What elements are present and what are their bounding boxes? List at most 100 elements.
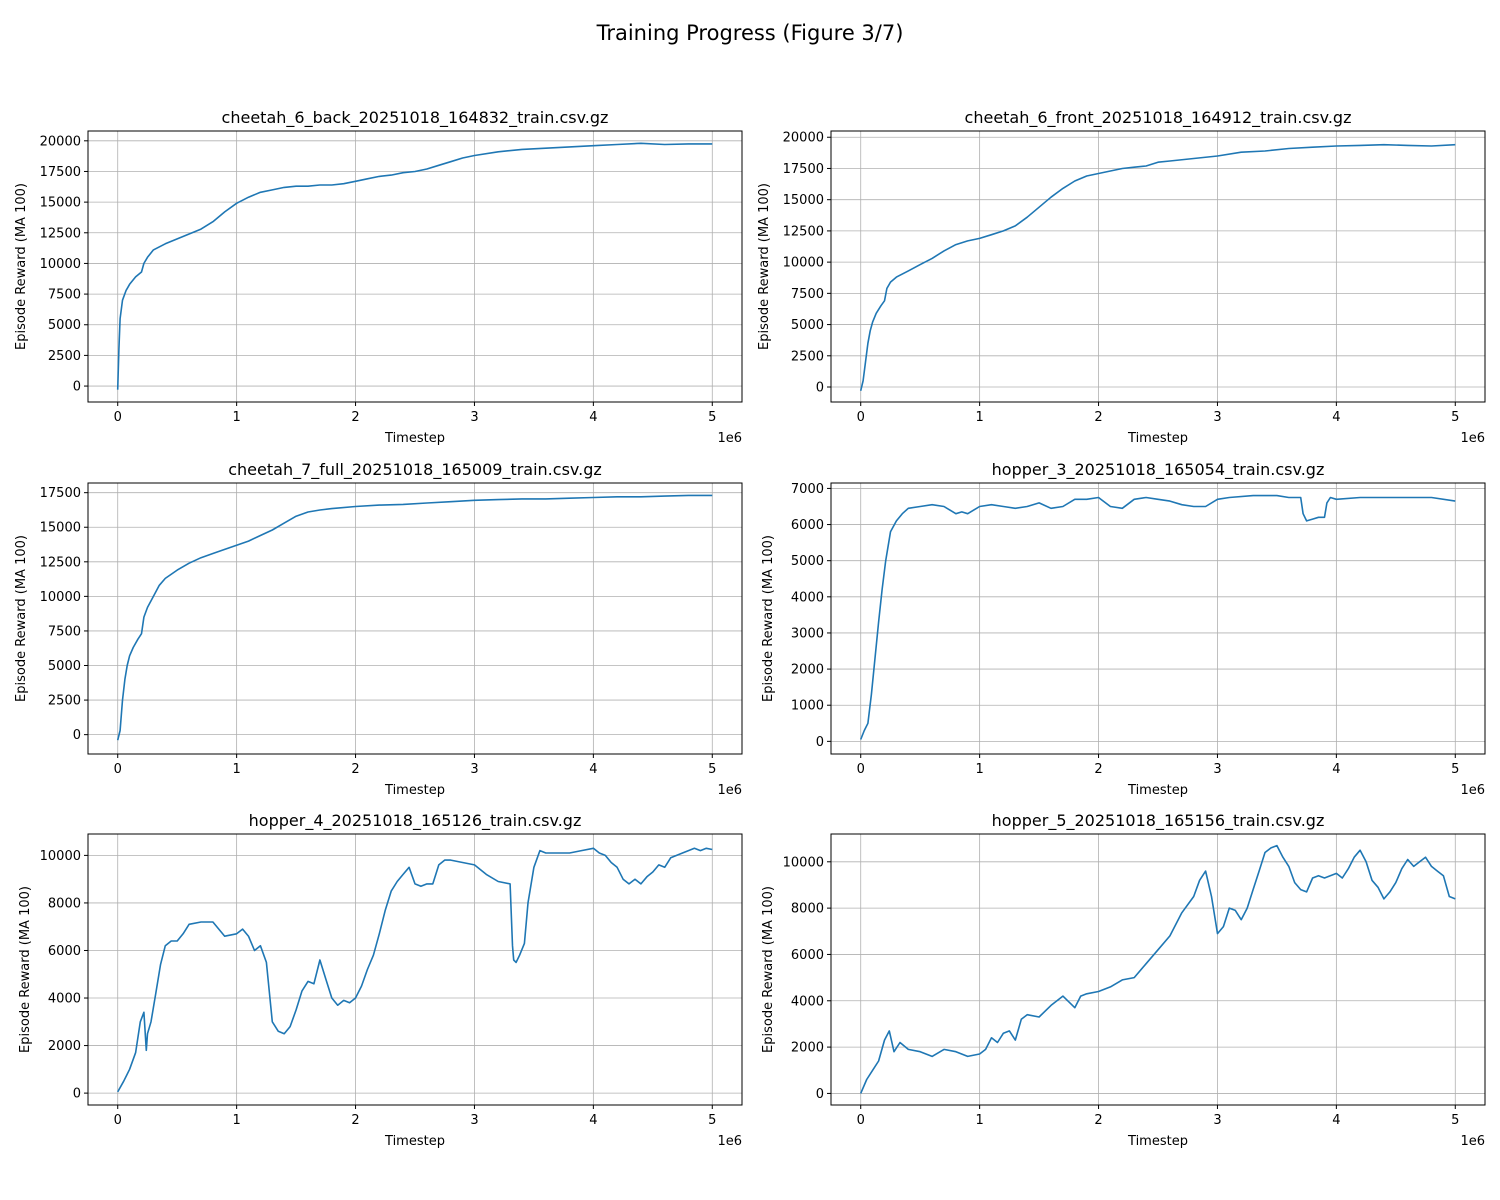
- y-tick-label: 15000: [783, 193, 824, 208]
- axes-frame: [87, 833, 743, 1106]
- x-tick-label: 0: [114, 1113, 122, 1128]
- x-axis-offset-label: 1e6: [1460, 1134, 1485, 1149]
- axes-frame: [830, 482, 1486, 755]
- y-tick-label: 10000: [40, 590, 81, 605]
- x-tick-label: 2: [351, 410, 359, 425]
- series-line: [859, 494, 1456, 740]
- y-tick-label: 8000: [48, 896, 81, 911]
- x-tick-label: 1: [975, 410, 983, 425]
- subplot-4: 0 1 2 3 4 5 0 1000 2000 3000 4000 5000 6000 7000 hoppe…: [761, 460, 1486, 798]
- x-axis-label: Timestep: [384, 783, 445, 798]
- y-tick-label: 20000: [783, 131, 824, 146]
- x-tick-label: 1: [975, 762, 983, 777]
- x-axis-label: Timestep: [1127, 783, 1188, 798]
- subplot-title: cheetah_6_front_20251018_164912_train.cs…: [965, 108, 1352, 128]
- subplot-title: hopper_5_20251018_165156_train.csv.gz: [992, 811, 1325, 831]
- y-tick-label: 5000: [48, 659, 81, 674]
- y-axis-label: Episode Reward (MA 100): [761, 535, 776, 702]
- x-tick-label: 4: [589, 762, 597, 777]
- x-tick-label: 2: [351, 762, 359, 777]
- x-tick-label: 0: [114, 762, 122, 777]
- x-axis-label: Timestep: [384, 1134, 445, 1149]
- figure-suptitle: Training Progress (Figure 3/7): [596, 21, 904, 45]
- subplot-title: hopper_4_20251018_165126_train.csv.gz: [249, 811, 582, 831]
- y-axis-label: Episode Reward (MA 100): [14, 183, 29, 350]
- y-tick-label: 0: [816, 1087, 824, 1102]
- x-tick-label: 5: [1451, 762, 1459, 777]
- y-tick-label: 8000: [791, 902, 824, 917]
- x-tick-label: 0: [857, 762, 865, 777]
- x-tick-label: 2: [1094, 410, 1102, 425]
- series-line: [116, 142, 713, 390]
- y-tick-label: 5000: [48, 318, 81, 333]
- x-axis-offset-label: 1e6: [717, 783, 742, 798]
- x-axis-label: Timestep: [384, 431, 445, 446]
- x-tick-label: 4: [589, 410, 597, 425]
- x-tick-label: 1: [232, 1113, 240, 1128]
- x-tick-label: 5: [708, 1113, 716, 1128]
- x-tick-label: 0: [857, 410, 865, 425]
- x-tick-label: 1: [232, 410, 240, 425]
- axes-frame: [87, 130, 743, 403]
- y-tick-label: 6000: [791, 948, 824, 963]
- y-tick-label: 12500: [783, 224, 824, 239]
- x-axis-offset-label: 1e6: [1460, 783, 1485, 798]
- y-tick-label: 4000: [791, 994, 824, 1009]
- x-tick-label: 5: [708, 410, 716, 425]
- x-tick-label: 4: [1332, 1113, 1340, 1128]
- subplot-5: 0 1 2 3 4 5 0 2000 4000 6000 8000 10000 hopper_4_202…: [18, 811, 743, 1149]
- y-tick-label: 0: [73, 728, 81, 743]
- x-tick-label: 3: [1213, 762, 1221, 777]
- y-tick-label: 2000: [48, 1039, 81, 1054]
- x-axis-offset-label: 1e6: [1460, 431, 1485, 446]
- y-tick-label: 4000: [791, 590, 824, 605]
- y-tick-label: 10000: [40, 257, 81, 272]
- axes-frame: [830, 833, 1486, 1106]
- y-tick-label: 3000: [791, 626, 824, 641]
- y-tick-label: 5000: [791, 554, 824, 569]
- x-axis-label: Timestep: [1127, 431, 1188, 446]
- x-tick-label: 5: [1451, 410, 1459, 425]
- y-tick-label: 7500: [791, 287, 824, 302]
- subplot-1: 0 1 2 3 4 5 0 2500 5000 7500 10000 12500 15000 17500 2…: [14, 108, 743, 446]
- x-axis-label: Timestep: [1127, 1134, 1188, 1149]
- series-line: [859, 143, 1456, 391]
- subplot-6: 0 1 2 3 4 5 0 2000 4000 6000 8000 10000 hopper_5_202…: [761, 811, 1486, 1149]
- x-tick-label: 0: [857, 1113, 865, 1128]
- y-tick-label: 6000: [791, 518, 824, 533]
- x-tick-label: 3: [470, 1113, 478, 1128]
- subplot-title: cheetah_7_full_20251018_165009_train.csv…: [228, 460, 602, 480]
- x-axis-offset-label: 1e6: [717, 431, 742, 446]
- y-axis-label: Episode Reward (MA 100): [757, 183, 772, 350]
- x-tick-label: 3: [1213, 410, 1221, 425]
- y-tick-label: 4000: [48, 992, 81, 1007]
- y-tick-label: 20000: [40, 134, 81, 149]
- subplot-title: cheetah_6_back_20251018_164832_train.csv…: [222, 108, 609, 128]
- x-tick-label: 2: [1094, 762, 1102, 777]
- series-line: [116, 494, 713, 741]
- y-tick-label: 5000: [791, 318, 824, 333]
- subplot-2: 0 1 2 3 4 5 0 2500 5000 7500 10000 12500 15000 17500 2…: [757, 108, 1486, 446]
- y-tick-label: 7000: [791, 482, 824, 497]
- y-tick-label: 10000: [783, 256, 824, 271]
- y-tick-label: 0: [816, 381, 824, 396]
- y-tick-label: 0: [73, 1087, 81, 1102]
- series-line: [117, 847, 713, 1093]
- y-tick-label: 2000: [791, 1041, 824, 1056]
- x-tick-label: 1: [232, 762, 240, 777]
- axes-frame: [87, 482, 743, 755]
- y-tick-label: 12500: [40, 555, 81, 570]
- y-tick-label: 17500: [40, 165, 81, 180]
- subplot-grid: 0 1 2 3 4 50250050007500100001250015000175002…: [14, 108, 1486, 1149]
- x-tick-label: 0: [114, 410, 122, 425]
- y-tick-label: 10000: [783, 855, 824, 870]
- subplot-title: hopper_3_20251018_165054_train.csv.gz: [992, 460, 1325, 480]
- y-tick-label: 6000: [48, 944, 81, 959]
- y-tick-label: 7500: [48, 624, 81, 639]
- y-tick-label: 15000: [40, 196, 81, 211]
- y-tick-label: 17500: [783, 162, 824, 177]
- series-line: [859, 844, 1456, 1094]
- y-tick-label: 2500: [791, 349, 824, 364]
- y-tick-label: 10000: [40, 849, 81, 864]
